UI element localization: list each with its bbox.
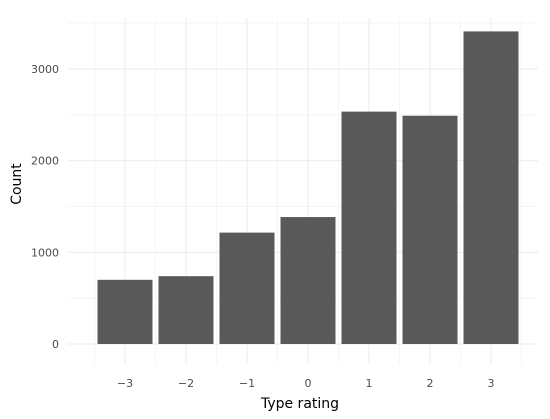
- x-tick-label: 1: [366, 377, 373, 390]
- x-tick-label: 0: [305, 377, 312, 390]
- x-axis-title: Type rating: [260, 396, 339, 412]
- bar: [97, 279, 153, 344]
- bar: [341, 111, 397, 344]
- x-tick-label: −3: [117, 377, 133, 390]
- bar: [463, 31, 519, 345]
- y-tick-label: 1000: [31, 246, 59, 259]
- y-tick-labels: 0 1000 2000 3000: [31, 63, 59, 351]
- bar: [280, 217, 336, 344]
- bar: [402, 115, 458, 344]
- x-tick-label: −2: [178, 377, 194, 390]
- x-tick-label: 2: [427, 377, 434, 390]
- x-tick-label: 3: [488, 377, 495, 390]
- x-tick-label: −1: [239, 377, 255, 390]
- bar: [219, 232, 275, 344]
- y-tick-label: 2000: [31, 155, 59, 168]
- bars-layer: [97, 31, 519, 345]
- x-tick-labels: −3 −2 −1 0 1 2 3: [117, 377, 495, 390]
- y-tick-label: 0: [52, 338, 59, 351]
- y-axis-title: Count: [9, 163, 25, 205]
- y-tick-label: 3000: [31, 63, 59, 76]
- bar: [158, 276, 214, 344]
